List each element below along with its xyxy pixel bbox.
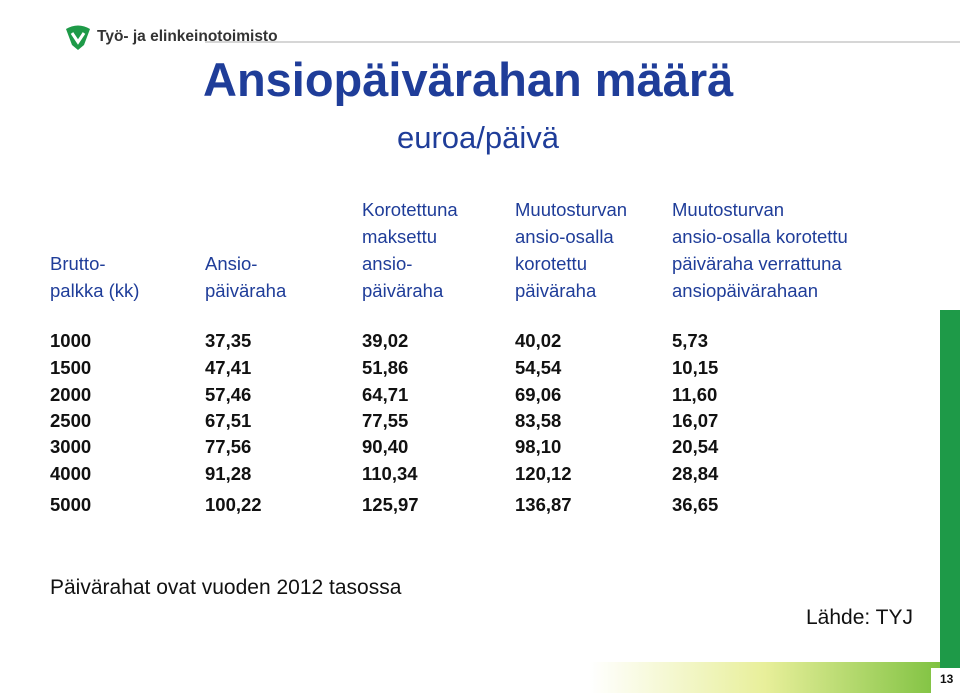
table-cell: 125,97 [362, 494, 419, 515]
table-cell: 64,71 [362, 384, 409, 405]
table-cell: 1000 [50, 330, 92, 351]
table-cell: 57,46 [205, 384, 252, 405]
table-cell: 77,55 [362, 410, 409, 431]
table-cell: 120,12 [515, 463, 572, 484]
column-header: Muutosturvan [515, 199, 628, 220]
column-header: ansio-osalla [515, 226, 614, 247]
table-cell: 40,02 [515, 330, 562, 351]
table-cell: 110,34 [362, 463, 418, 484]
table-cell: 3000 [50, 436, 92, 457]
table-cell: 39,02 [362, 330, 409, 351]
title: Ansiopäivärahan määrä [203, 53, 734, 106]
table-cell: 77,56 [205, 436, 252, 457]
column-header: Muutosturvan [672, 199, 785, 220]
logo-text: Työ- ja elinkeinotoimisto [97, 28, 278, 45]
table-cell: 100,22 [205, 494, 262, 515]
column-header: ansio-osalla korotettu [672, 226, 848, 247]
table-cell: 16,07 [672, 410, 719, 431]
subtitle: euroa/päivä [397, 120, 560, 155]
column-header: maksettu [362, 226, 438, 247]
table-cell: 5000 [50, 494, 92, 515]
column-header: palkka (kk) [50, 280, 140, 301]
column-header: Korotettuna [362, 199, 458, 220]
table-cell: 54,54 [515, 357, 562, 378]
column-header: korotettu [515, 253, 587, 274]
table-cell: 2000 [50, 384, 92, 405]
table-cell: 1500 [50, 357, 92, 378]
column-header: päiväraha verrattuna [672, 253, 842, 274]
column-header: Ansio- [205, 253, 258, 274]
column-header: ansiopäivärahaan [672, 280, 819, 301]
table-cell: 98,10 [515, 436, 562, 457]
note: Päivärahat ovat vuoden 2012 tasossa [50, 576, 402, 599]
table-cell: 91,28 [205, 463, 252, 484]
column-header: ansio- [362, 253, 413, 274]
source: Lähde: TYJ [806, 606, 914, 629]
table-cell: 136,87 [515, 494, 572, 515]
column-header: Brutto- [50, 253, 106, 274]
table-cell: 47,41 [205, 357, 252, 378]
column-header: päiväraha [205, 280, 287, 301]
table-cell: 2500 [50, 410, 92, 431]
table-cell: 5,73 [672, 330, 709, 351]
table-cell: 37,35 [205, 330, 252, 351]
table-cell: 36,65 [672, 494, 719, 515]
column-header: päiväraha [515, 280, 597, 301]
table-cell: 4000 [50, 463, 92, 484]
table-cell: 67,51 [205, 410, 252, 431]
table-cell: 10,15 [672, 357, 719, 378]
page-number: 13 [940, 672, 954, 686]
table-cell: 20,54 [672, 436, 719, 457]
table-cell: 90,40 [362, 436, 409, 457]
table-cell: 83,58 [515, 410, 562, 431]
table-cell: 11,60 [672, 384, 718, 405]
table-cell: 28,84 [672, 463, 719, 484]
table-cell: 51,86 [362, 357, 409, 378]
table-cell: 69,06 [515, 384, 562, 405]
column-header: päiväraha [362, 280, 444, 301]
